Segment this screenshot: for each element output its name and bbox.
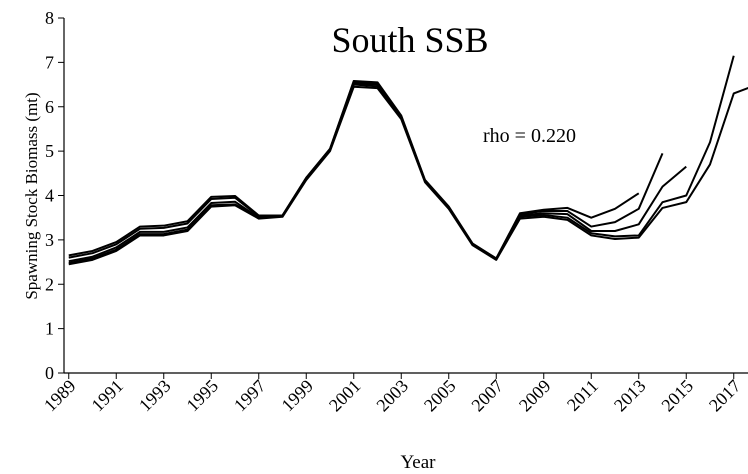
x-tick-label: 1993: [135, 376, 175, 416]
x-tick-label: 1997: [230, 376, 270, 416]
y-tick-label: 5: [45, 141, 54, 161]
series-line: [68, 81, 664, 260]
x-tick-label: 1999: [277, 376, 317, 416]
x-axis-label: Year: [400, 452, 436, 473]
x-tick-label: 1995: [182, 376, 222, 416]
x-tick-label: 2011: [563, 376, 602, 415]
x-tick-label: 2015: [657, 376, 697, 416]
y-tick-label: 3: [45, 230, 54, 250]
x-tick-label: 2001: [325, 376, 365, 416]
y-tick-label: 8: [45, 8, 54, 28]
y-tick-label: 6: [45, 97, 54, 117]
x-tick-label: 2017: [705, 376, 745, 416]
chart-title: South SSB: [331, 20, 488, 60]
x-tick-label: 1991: [87, 376, 127, 416]
y-tick-label: 7: [45, 52, 54, 72]
x-tick-label: 2005: [420, 376, 460, 416]
x-tick-label: 2009: [515, 376, 555, 416]
y-tick-label: 4: [45, 186, 54, 206]
y-tick-label: 1: [45, 319, 54, 339]
x-tick-label: 2003: [372, 376, 412, 416]
plot-area: [68, 55, 748, 266]
y-axis-label: Spawning Stock Biomass (mt): [22, 92, 41, 299]
x-tick-label: 2013: [610, 376, 650, 416]
y-tick-label: 2: [45, 274, 54, 294]
series-line: [68, 85, 748, 266]
y-tick-label: 0: [45, 363, 54, 383]
annotation: rho = 0.220: [483, 125, 576, 147]
x-tick-label: 2007: [467, 376, 507, 416]
series-line: [68, 80, 640, 260]
